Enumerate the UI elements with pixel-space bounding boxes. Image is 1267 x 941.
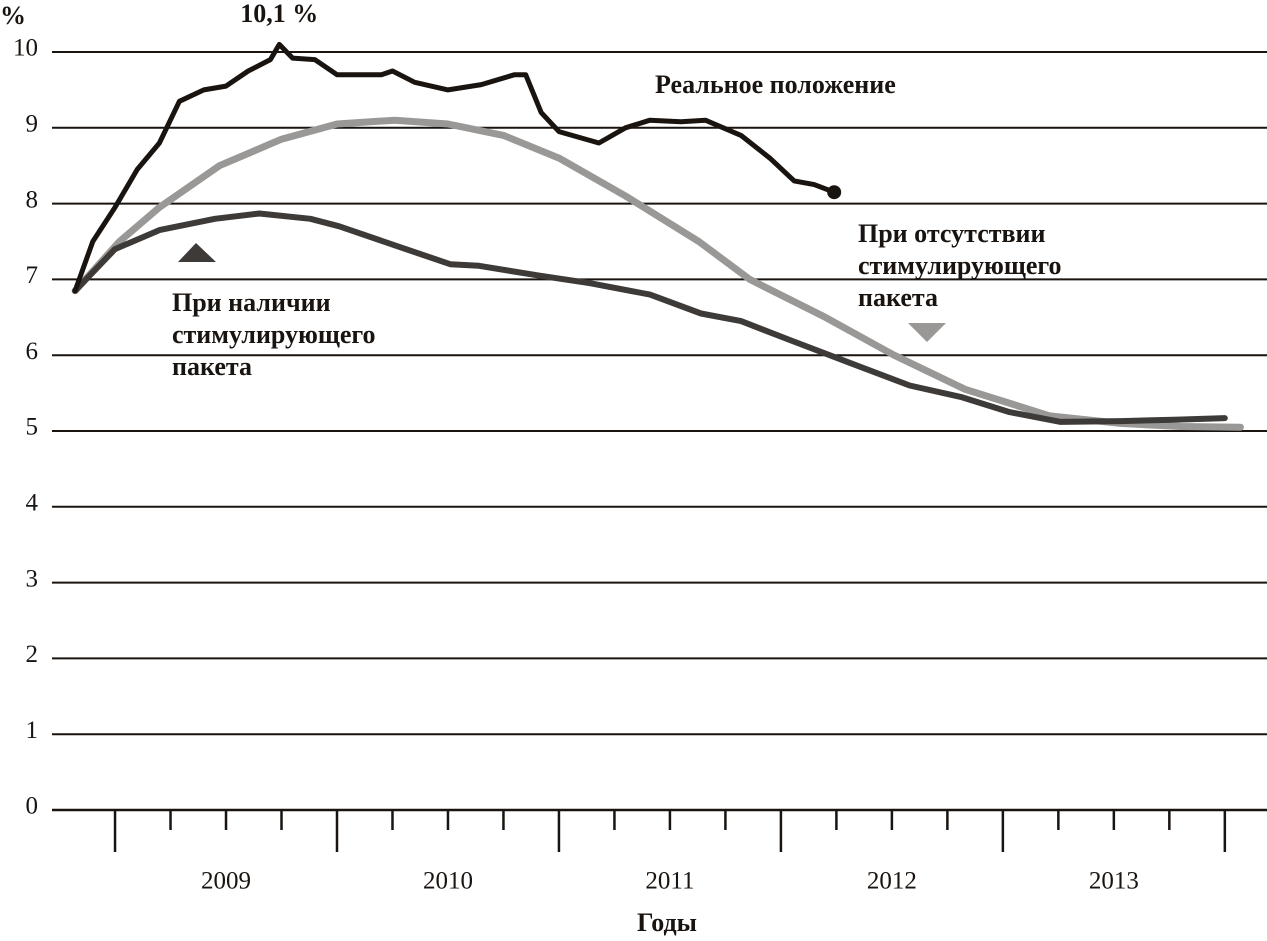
series-label: При отсутствии xyxy=(858,219,1046,248)
series-label: пакета xyxy=(858,283,938,312)
series-label: При наличии xyxy=(172,288,331,317)
y-tick-label: 8 xyxy=(26,186,39,213)
y-tick-label: 7 xyxy=(26,262,39,289)
y-tick-label: 1 xyxy=(26,717,39,744)
peak-label: 10,1 % xyxy=(240,0,318,28)
y-unit-label: % xyxy=(0,1,26,30)
y-tick-label: 10 xyxy=(13,35,38,62)
label-pointer xyxy=(908,323,946,342)
y-tick-label: 4 xyxy=(26,490,39,517)
label-pointer xyxy=(178,243,216,262)
y-tick-label: 5 xyxy=(26,414,39,441)
series-line xyxy=(71,116,1244,431)
series-label: Реальное положение xyxy=(655,70,896,99)
series-line xyxy=(72,41,837,294)
x-tick-label: 2012 xyxy=(867,868,917,895)
x-tick-label: 2011 xyxy=(645,868,694,895)
y-tick-label: 0 xyxy=(26,793,39,820)
y-tick-label: 6 xyxy=(26,338,39,365)
x-tick-label: 2009 xyxy=(201,868,251,895)
x-axis-label: Годы xyxy=(637,908,697,937)
y-tick-label: 9 xyxy=(26,111,39,138)
end-marker xyxy=(827,185,842,200)
x-tick-label: 2013 xyxy=(1089,868,1139,895)
y-tick-label: 3 xyxy=(26,565,39,592)
series-label: стимулирующего xyxy=(172,320,376,349)
x-tick-label: 2010 xyxy=(423,868,473,895)
series-label: пакета xyxy=(172,352,252,381)
series-label: стимулирующего xyxy=(858,251,1062,280)
series-line xyxy=(72,210,1228,425)
y-tick-label: 2 xyxy=(26,641,39,668)
